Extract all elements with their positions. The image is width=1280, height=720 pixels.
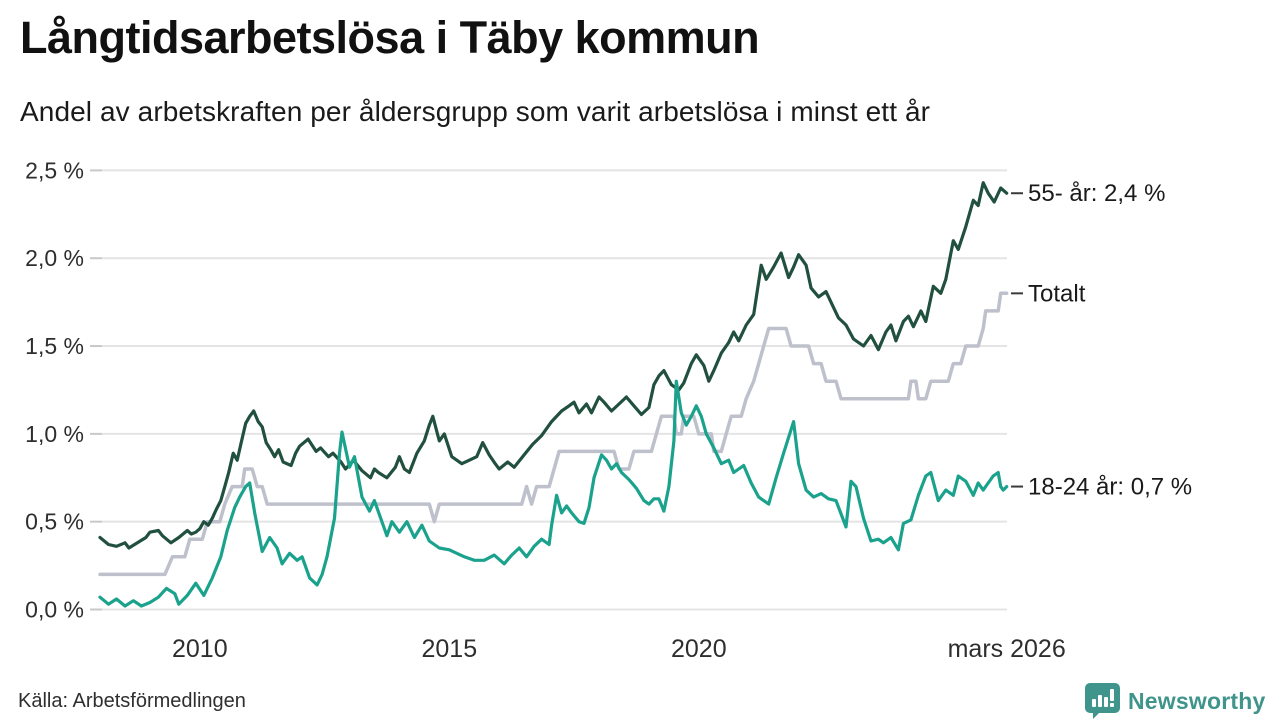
end-label-18_24: 18-24 år: 0,7 % [1028,474,1192,501]
newsworthy-logo: Newsworthy [1084,682,1265,720]
series-line-55plus [98,181,1009,550]
x-tick-label: 2015 [421,635,477,663]
x-tick-label: mars 2026 [948,635,1066,663]
y-tick-label: 2,5 % [25,157,84,183]
y-tick-label: 0,5 % [25,509,84,535]
y-tick-label: 1,0 % [25,421,84,447]
y-tick-label: 2,0 % [25,245,84,271]
y-tick-label: 1,5 % [25,333,84,359]
chart-subtitle: Andel av arbetskraften per åldersgrupp s… [20,96,931,127]
page-title: Långtidsarbetslösa i Täby kommun [20,12,760,63]
newsworthy-wordmark: Newsworthy [1128,687,1266,714]
newsworthy-bubble-chart-icon [1085,683,1120,719]
series-line-total [98,291,1009,577]
source-note: Källa: Arbetsförmedlingen [18,690,246,712]
series-line-18_24 [98,379,1009,608]
end-label-55plus: 55- år: 2,4 % [1028,180,1165,207]
y-tick-label: 0,0 % [25,597,84,623]
x-tick-label: 2020 [671,635,727,663]
x-tick-label: 2010 [172,635,228,663]
end-label-total: Totalt [1028,280,1086,307]
